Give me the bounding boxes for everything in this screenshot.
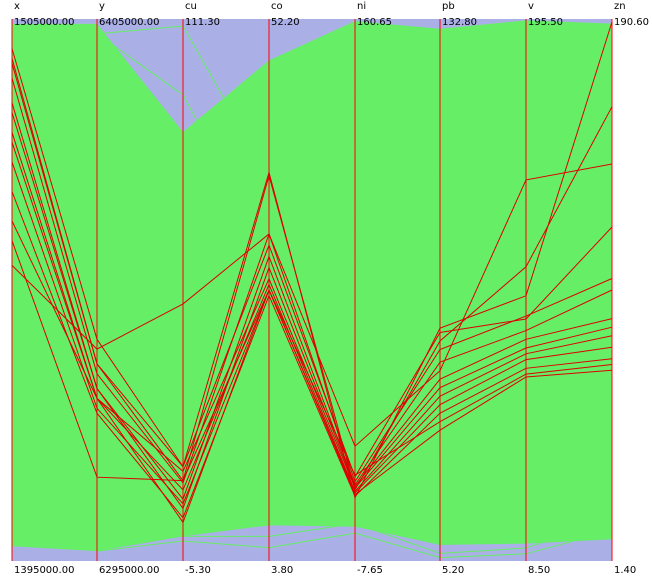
background-line <box>11 52 613 325</box>
background-line <box>11 338 613 512</box>
background-line <box>11 210 613 482</box>
axis-max-label-pb: 132.80 <box>442 17 477 28</box>
axis-name-label-cu: cu <box>185 1 197 12</box>
background-line <box>11 378 613 525</box>
background-line <box>11 122 613 407</box>
axis-max-label-v: 195.50 <box>528 17 563 28</box>
highlighted-line <box>11 163 613 448</box>
background-line <box>11 526 613 559</box>
background-line <box>11 25 613 313</box>
axis-min-label-v: 8.50 <box>528 565 550 576</box>
highlighted-line <box>11 220 613 524</box>
background-line <box>11 288 613 528</box>
highlighted-line <box>11 102 613 501</box>
background-line <box>11 342 613 478</box>
axis-max-label-zn: 190.60 <box>614 17 649 28</box>
background-line <box>11 68 613 390</box>
background-line <box>11 265 613 465</box>
axis-max-label-y: 6405000.00 <box>99 17 159 28</box>
axis-max-label-x: 1505000.00 <box>14 17 74 28</box>
axis-name-label-co: co <box>271 1 283 12</box>
axis-min-label-co: 3.80 <box>271 565 293 576</box>
highlighted-lines <box>11 21 613 524</box>
background-line <box>11 299 613 491</box>
highlighted-line <box>11 112 613 510</box>
background-line <box>11 486 613 554</box>
axis-min-label-pb: 5.20 <box>442 565 464 576</box>
axis-name-label-x: x <box>14 1 20 12</box>
background-line <box>11 116 613 203</box>
axis-labels: x 1505000.00 1395000.00 y 6405000.00 6295000.… <box>14 1 649 576</box>
background-line <box>12 43 613 189</box>
highlighted-line <box>11 77 613 484</box>
axis-name-label-zn: zn <box>614 1 626 12</box>
background-line <box>11 141 613 361</box>
axis-max-label-cu: 111.30 <box>185 17 220 28</box>
background-line <box>11 447 613 546</box>
background-line <box>11 412 613 537</box>
background-line <box>11 48 613 202</box>
axis-name-label-v: v <box>528 1 534 12</box>
axis-name-label-y: y <box>99 1 105 12</box>
background-line <box>11 215 613 436</box>
axis-min-label-y: 6295000.00 <box>99 565 159 576</box>
highlighted-line <box>11 240 613 496</box>
background-line <box>11 289 613 533</box>
highlighted-line <box>11 142 613 493</box>
background-line <box>11 151 613 381</box>
axis-name-label-ni: ni <box>357 1 366 12</box>
background-line <box>11 33 613 258</box>
axis-max-label-ni: 160.65 <box>357 17 392 28</box>
background-lines <box>11 25 613 559</box>
highlighted-line <box>11 21 613 500</box>
axis-min-label-cu: -5.30 <box>185 565 211 576</box>
axis-min-label-x: 1395000.00 <box>14 565 74 576</box>
background-line <box>11 197 613 398</box>
background-line <box>11 82 613 282</box>
axis-max-label-co: 52.20 <box>271 17 300 28</box>
axis-name-label-pb: pb <box>442 1 455 12</box>
background-line <box>11 67 613 358</box>
axis-min-label-ni: -7.65 <box>357 565 383 576</box>
highlighted-line <box>11 191 613 519</box>
highlighted-line <box>11 58 613 491</box>
background-line <box>11 76 613 395</box>
axis-min-label-zn: 1.40 <box>614 565 636 576</box>
